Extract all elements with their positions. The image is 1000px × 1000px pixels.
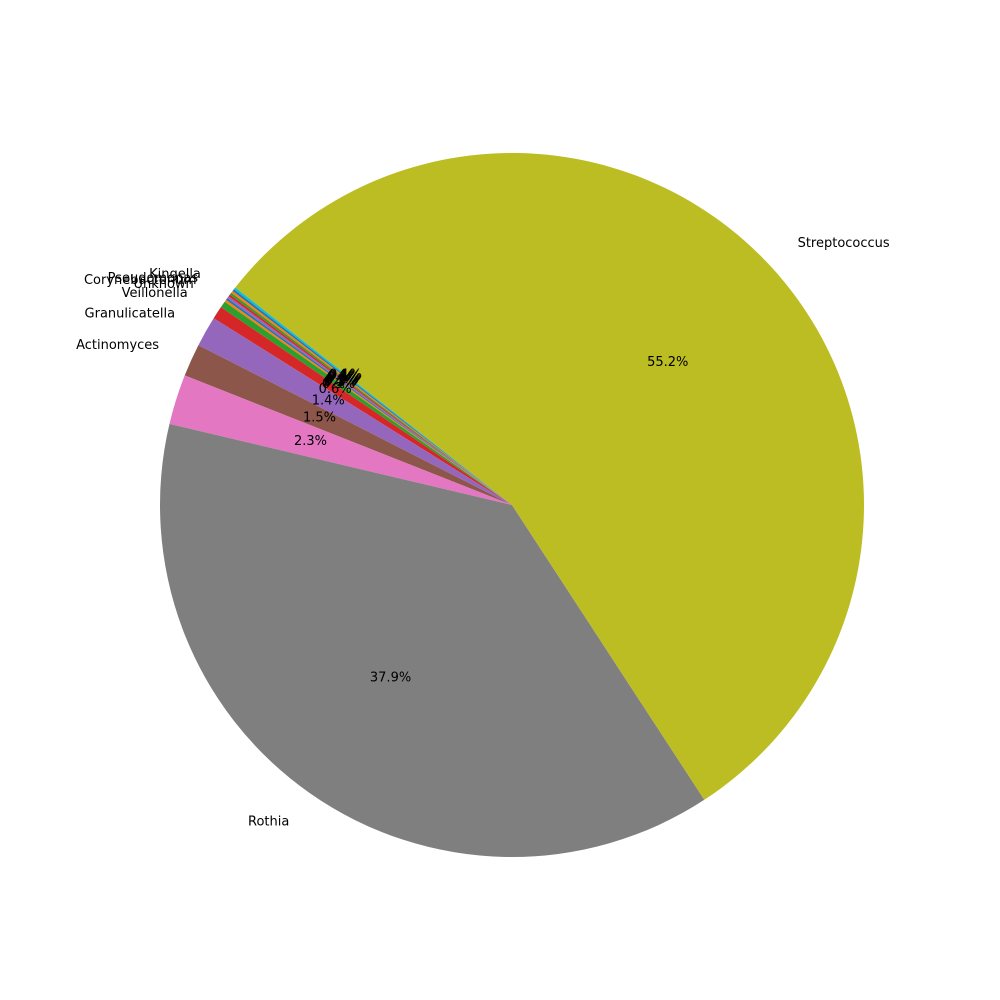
pie-slice-10 [232, 289, 512, 505]
slice-percent-14: 0.1% [325, 373, 358, 388]
pie-slice-2 [220, 301, 512, 505]
slice-percent-10: 0.1% [328, 369, 361, 384]
slices-layer [160, 152, 865, 857]
slice-percent-8: 55.2% [647, 355, 688, 370]
slice-percent-7: 37.9% [370, 670, 411, 685]
slice-label-7: Rothia [248, 814, 289, 829]
slice-percent-4: 1.4% [312, 393, 345, 408]
pie-slice-3 [213, 307, 512, 505]
slice-label-2: Unknown [133, 277, 193, 292]
pie-slice-14 [227, 296, 513, 505]
slice-percent-9: 0.1% [329, 368, 362, 383]
slice-percent-3: 0.6% [319, 382, 352, 397]
slice-label-4: Granulicatella [85, 307, 176, 322]
percent-labels-layer: 0.1%0.1%0.3%0.6%1.4%1.5%2.3%37.9%55.2%0.… [294, 355, 688, 685]
pie-slice-0 [225, 298, 512, 505]
slice-percent-11: 0.1% [327, 370, 360, 385]
slice-label-13: Kingella [149, 267, 201, 282]
pie-slice-13 [228, 294, 512, 505]
slice-percent-13: 0.1% [326, 372, 359, 387]
slice-percent-12: 0.1% [327, 371, 360, 386]
labels-layer: PseudomonasCorynebacteriumUnknownVeillon… [76, 236, 890, 829]
slice-percent-5: 1.5% [303, 411, 336, 426]
slice-label-3: Veillonella [122, 286, 188, 301]
slice-label-5: Actinomyces [76, 338, 159, 353]
slice-percent-1: 0.1% [323, 375, 356, 390]
pie-slice-8 [235, 152, 865, 800]
slice-percent-2: 0.3% [322, 377, 355, 392]
pie-slice-7 [160, 423, 705, 857]
pie-slice-12 [229, 292, 512, 505]
slice-percent-0: 0.1% [324, 374, 357, 389]
pie-slice-1 [224, 299, 512, 505]
pie-slice-5 [184, 345, 512, 505]
slice-label-1: Corynebacterium [84, 273, 197, 288]
pie-slice-4 [198, 318, 512, 505]
pie-slice-9 [233, 287, 512, 505]
slice-label-8: Streptococcus [798, 236, 890, 251]
pie-slice-6 [169, 375, 512, 505]
slice-label-0: Pseudomonas [108, 271, 199, 286]
slice-percent-6: 2.3% [294, 434, 327, 449]
pie-slice-11 [231, 291, 512, 505]
